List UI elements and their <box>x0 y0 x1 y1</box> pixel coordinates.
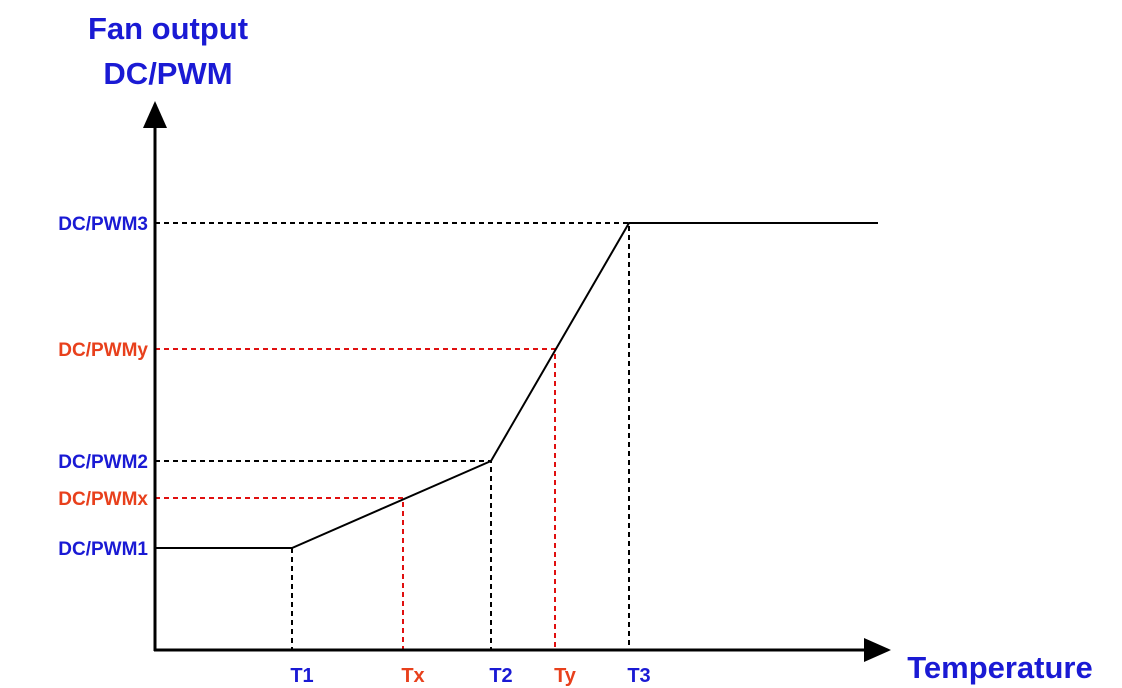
x-label: T1 <box>290 665 313 687</box>
x-axis-title: Temperature <box>907 650 1093 685</box>
x-label: T2 <box>489 665 512 687</box>
x-label: Tx <box>401 665 424 687</box>
y-label: DC/PWM2 <box>58 452 148 473</box>
x-label: T3 <box>627 665 650 687</box>
curve <box>155 222 878 549</box>
guide-t3 <box>155 222 630 650</box>
guide-t2 <box>155 460 492 650</box>
y-label: DC/PWMx <box>58 489 148 510</box>
y-axis-title: DC/PWM <box>103 56 232 91</box>
guides <box>155 222 630 650</box>
y-label: DC/PWMy <box>58 340 148 361</box>
y-axis-title: Fan output <box>88 11 248 46</box>
guide-ty <box>155 348 556 650</box>
guide-tx <box>155 497 404 650</box>
y-label: DC/PWM3 <box>58 214 148 235</box>
y-label: DC/PWM1 <box>58 539 148 560</box>
x-label: Ty <box>554 665 577 687</box>
